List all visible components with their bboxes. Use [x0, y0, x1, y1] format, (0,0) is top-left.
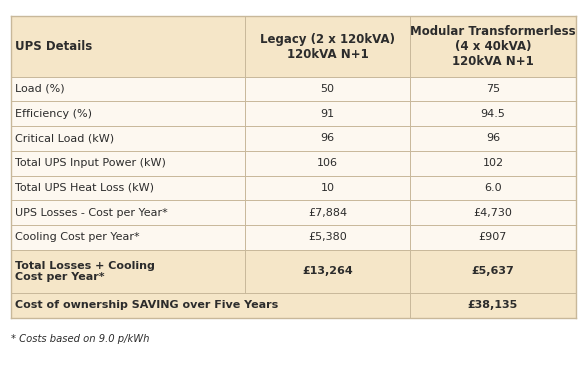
- Bar: [245, 77, 410, 101]
- Bar: [11, 250, 245, 293]
- Bar: [11, 126, 245, 151]
- Bar: [410, 250, 576, 293]
- Text: 102: 102: [483, 158, 504, 168]
- Bar: [11, 101, 245, 126]
- Text: Total UPS Heat Loss (kW): Total UPS Heat Loss (kW): [15, 183, 154, 193]
- Text: Cooling Cost per Year*: Cooling Cost per Year*: [15, 233, 140, 242]
- Bar: [11, 151, 245, 176]
- Text: Efficiency (%): Efficiency (%): [15, 109, 92, 119]
- Bar: [410, 225, 576, 250]
- Text: UPS Details: UPS Details: [15, 40, 93, 53]
- Text: Load (%): Load (%): [15, 84, 65, 94]
- Text: £13,264: £13,264: [302, 266, 353, 276]
- Bar: [11, 293, 410, 318]
- Bar: [410, 151, 576, 176]
- Bar: [410, 176, 576, 200]
- Text: 91: 91: [321, 109, 335, 119]
- Text: 10: 10: [321, 183, 335, 193]
- Text: 96: 96: [486, 134, 500, 143]
- Bar: [245, 200, 410, 225]
- Text: Critical Load (kW): Critical Load (kW): [15, 134, 114, 143]
- Text: £4,730: £4,730: [474, 208, 512, 218]
- Bar: [245, 225, 410, 250]
- Text: Modular Transformerless
(4 x 40kVA)
120kVA N+1: Modular Transformerless (4 x 40kVA) 120k…: [410, 25, 576, 68]
- Text: 106: 106: [317, 158, 338, 168]
- Text: Total UPS Input Power (kW): Total UPS Input Power (kW): [15, 158, 166, 168]
- Bar: [11, 77, 245, 101]
- Bar: [245, 176, 410, 200]
- Bar: [410, 293, 576, 318]
- Bar: [410, 200, 576, 225]
- Bar: [245, 101, 410, 126]
- Text: Legacy (2 x 120kVA)
120kVA N+1: Legacy (2 x 120kVA) 120kVA N+1: [260, 32, 395, 61]
- Text: £907: £907: [479, 233, 507, 242]
- Text: 96: 96: [321, 134, 335, 143]
- Text: UPS Losses - Cost per Year*: UPS Losses - Cost per Year*: [15, 208, 168, 218]
- Text: £7,884: £7,884: [308, 208, 347, 218]
- Bar: [410, 101, 576, 126]
- Text: £5,380: £5,380: [308, 233, 347, 242]
- Text: £38,135: £38,135: [468, 300, 518, 310]
- Bar: [11, 200, 245, 225]
- Bar: [11, 176, 245, 200]
- Text: * Costs based on 9.0 p/kWh: * Costs based on 9.0 p/kWh: [11, 334, 149, 345]
- Text: Cost of ownership SAVING over Five Years: Cost of ownership SAVING over Five Years: [15, 300, 278, 310]
- Text: 75: 75: [486, 84, 500, 94]
- Bar: [410, 77, 576, 101]
- Bar: [410, 126, 576, 151]
- Bar: [11, 225, 245, 250]
- Bar: [245, 151, 410, 176]
- Bar: [11, 16, 576, 77]
- Text: £5,637: £5,637: [471, 266, 514, 276]
- Bar: [245, 250, 410, 293]
- Bar: [245, 126, 410, 151]
- Text: 6.0: 6.0: [484, 183, 502, 193]
- Text: Total Losses + Cooling
Cost per Year*: Total Losses + Cooling Cost per Year*: [15, 261, 155, 282]
- Text: 50: 50: [321, 84, 335, 94]
- Text: 94.5: 94.5: [481, 109, 505, 119]
